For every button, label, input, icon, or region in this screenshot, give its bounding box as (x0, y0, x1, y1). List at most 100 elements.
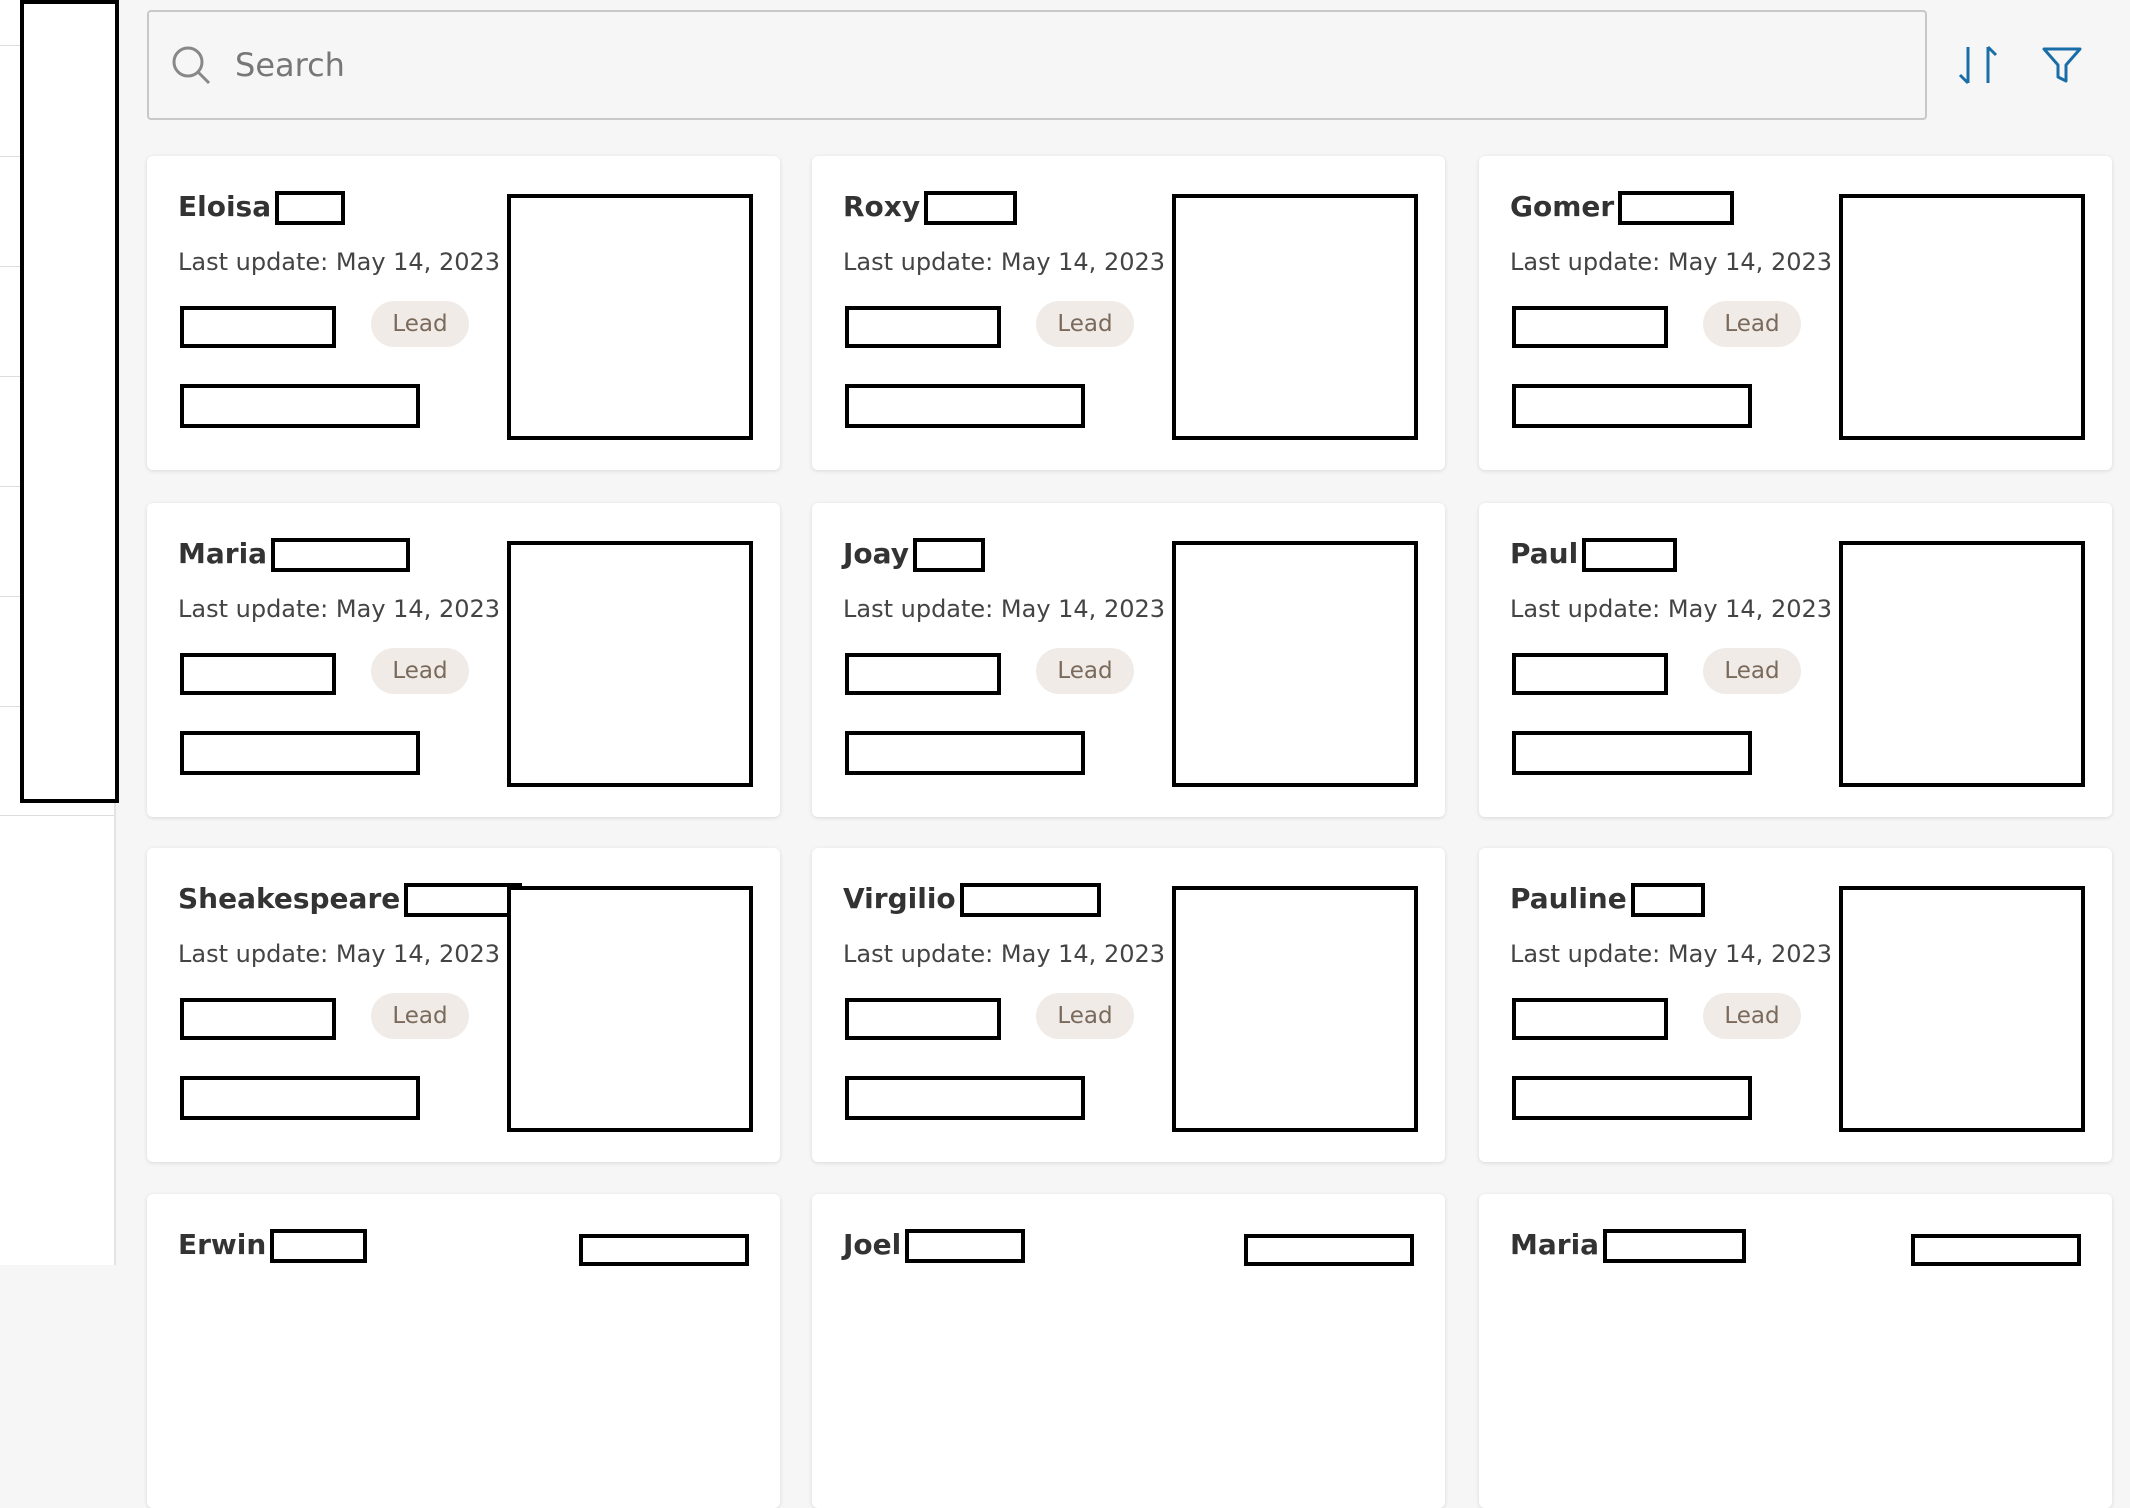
filter-button[interactable] (2040, 43, 2084, 87)
status-tag: Lead (1703, 648, 1801, 694)
status-tag: Lead (1703, 301, 1801, 347)
redaction (1603, 1229, 1747, 1263)
sort-button[interactable] (1956, 43, 2000, 87)
contact-card[interactable]: Joay Last update: May 14, 2023 Lead (812, 503, 1445, 817)
redaction (845, 306, 1001, 348)
last-update: Last update: May 14, 2023 (843, 940, 1166, 968)
redaction (1512, 998, 1668, 1040)
redaction (1512, 653, 1668, 695)
last-update: Last update: May 14, 2023 (843, 595, 1166, 623)
contact-name: Joay (843, 537, 985, 572)
contact-card[interactable]: Joel (812, 1194, 1445, 1508)
name-text: Pauline (1510, 882, 1627, 915)
name-text: Gomer (1510, 190, 1615, 223)
contact-name: Gomer (1510, 190, 1735, 225)
contact-name: Roxy (843, 190, 1018, 225)
name-text: Maria (178, 537, 268, 570)
last-update: Last update: May 14, 2023 (178, 940, 501, 968)
name-text: Virgilio (843, 882, 956, 915)
redaction (845, 1076, 1085, 1120)
redaction (180, 384, 420, 428)
name-text: Sheakespeare (178, 882, 401, 915)
name-text: Maria (1510, 1228, 1600, 1261)
redaction (1512, 731, 1752, 775)
contact-name: Maria (178, 537, 411, 572)
redaction (271, 538, 411, 572)
last-update: Last update: May 14, 2023 (1510, 248, 1833, 276)
redaction (507, 541, 753, 787)
redaction (180, 998, 336, 1040)
redaction (1172, 886, 1418, 1132)
redaction (180, 1076, 420, 1120)
name-text: Joay (843, 537, 909, 570)
redaction (1839, 194, 2085, 440)
redaction (507, 194, 753, 440)
redaction (1172, 194, 1418, 440)
name-text: Joel (843, 1228, 902, 1261)
contact-card[interactable]: Eloisa Last update: May 14, 2023 Lead (147, 156, 780, 470)
contact-card[interactable]: Maria Last update: May 14, 2023 Lead (147, 503, 780, 817)
contact-name: Virgilio (843, 882, 1101, 917)
contact-card[interactable]: Gomer Last update: May 14, 2023 Lead (1479, 156, 2112, 470)
redaction (507, 886, 753, 1132)
status-tag: Lead (1036, 648, 1134, 694)
contact-name: Sheakespeare (178, 882, 523, 917)
contact-card[interactable]: Sheakespeare Last update: May 14, 2023 Lea… (147, 848, 780, 1162)
redaction (1512, 306, 1668, 348)
name-text: Eloisa (178, 190, 272, 223)
redaction (180, 653, 336, 695)
contact-card[interactable]: Virgilio Last update: May 14, 2023 Lead (812, 848, 1445, 1162)
sidebar (0, 0, 119, 1265)
redaction (1630, 883, 1705, 917)
status-tag: Lead (1703, 993, 1801, 1039)
redaction (1172, 541, 1418, 787)
last-update: Last update: May 14, 2023 (178, 595, 501, 623)
name-text: Erwin (178, 1228, 267, 1261)
redaction (912, 538, 985, 572)
redaction (275, 191, 346, 225)
redaction (959, 883, 1101, 917)
redaction (845, 731, 1085, 775)
redaction (579, 1234, 749, 1266)
redaction (404, 883, 523, 917)
contact-card[interactable]: Maria (1479, 1194, 2112, 1508)
status-tag: Lead (371, 648, 469, 694)
contact-card[interactable]: Roxy Last update: May 14, 2023 Lead (812, 156, 1445, 470)
redaction (1618, 191, 1735, 225)
name-text: Paul (1510, 537, 1579, 570)
contact-card[interactable]: Pauline Last update: May 14, 2023 Lead (1479, 848, 2112, 1162)
status-tag: Lead (1036, 301, 1134, 347)
contact-name: Joel (843, 1228, 1026, 1263)
status-tag: Lead (371, 301, 469, 347)
redaction (845, 998, 1001, 1040)
contact-name: Eloisa (178, 190, 346, 225)
redaction (180, 731, 420, 775)
last-update: Last update: May 14, 2023 (1510, 940, 1833, 968)
contact-card[interactable]: Erwin (147, 1194, 780, 1508)
redaction (180, 306, 336, 348)
redaction (20, 0, 119, 803)
redaction (845, 653, 1001, 695)
redaction (270, 1229, 368, 1263)
search-box[interactable]: Search (147, 10, 1927, 120)
search-icon (172, 46, 211, 85)
last-update: Last update: May 14, 2023 (843, 248, 1166, 276)
redaction (1244, 1234, 1414, 1266)
redaction (924, 191, 1018, 225)
redaction (1512, 384, 1752, 428)
last-update: Last update: May 14, 2023 (1510, 595, 1833, 623)
status-tag: Lead (371, 993, 469, 1039)
redaction (1911, 1234, 2081, 1266)
contact-name: Pauline (1510, 882, 1705, 917)
redaction (1839, 541, 2085, 787)
redaction (1839, 886, 2085, 1132)
redaction (905, 1229, 1026, 1263)
status-tag: Lead (1036, 993, 1134, 1039)
contact-name: Paul (1510, 537, 1678, 572)
last-update: Last update: May 14, 2023 (178, 248, 501, 276)
contact-name: Erwin (178, 1228, 368, 1263)
contact-card[interactable]: Paul Last update: May 14, 2023 Lead (1479, 503, 2112, 817)
redaction (1582, 538, 1678, 572)
page: Search Eloisa Last update: May 14, 2023 Le… (0, 0, 2112, 1266)
contact-name: Maria (1510, 1228, 1747, 1263)
